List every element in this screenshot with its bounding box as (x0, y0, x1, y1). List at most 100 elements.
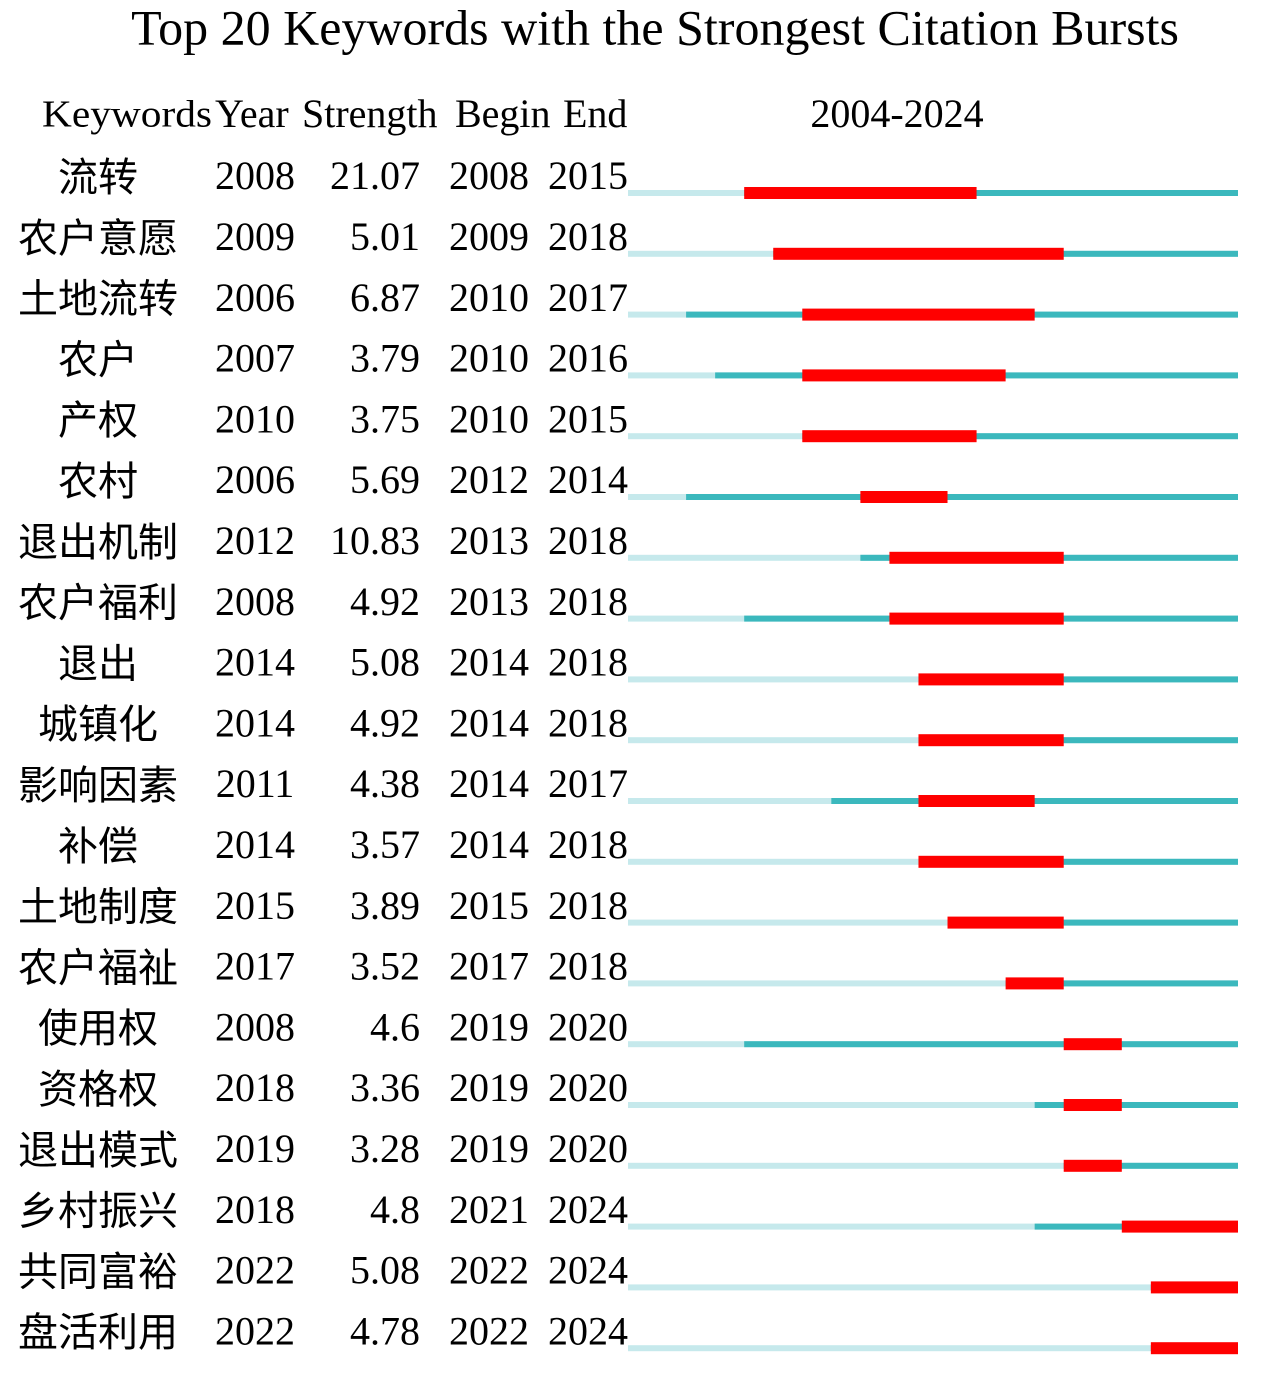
keyword: 退出机制 (18, 520, 178, 566)
keyword: 资格权 (38, 1067, 158, 1113)
begin: 2008 (449, 153, 529, 198)
year: 2006 (215, 275, 295, 320)
strength: 3.89 (350, 883, 420, 928)
strength: 21.07 (330, 153, 420, 198)
strength: 3.28 (350, 1126, 420, 1171)
burst-bar (918, 855, 1064, 868)
burst-bar (1150, 1342, 1238, 1355)
burst-bar (918, 673, 1064, 686)
year: 2022 (215, 1308, 295, 1353)
year: 2006 (215, 457, 295, 502)
end: 2018 (548, 883, 628, 928)
begin: 2019 (449, 1126, 529, 1171)
strength: 3.36 (350, 1065, 420, 1110)
timeline-active (802, 433, 1238, 440)
keyword: 影响因素 (18, 763, 178, 809)
burst-bar (802, 308, 1035, 321)
keyword: 土地流转 (18, 277, 178, 323)
strength: 4.38 (350, 761, 420, 806)
keyword: 城镇化 (38, 702, 158, 748)
column-header: Year (215, 91, 289, 136)
timeline-active (918, 737, 1238, 744)
year: 2008 (215, 1004, 295, 1049)
timeline-before (628, 1162, 1238, 1169)
strength: 3.52 (350, 944, 420, 989)
range-label: 2004-2024 (810, 91, 983, 136)
year: 2012 (215, 518, 295, 563)
begin: 2021 (449, 1187, 529, 1232)
end: 2024 (548, 1187, 628, 1232)
end: 2017 (548, 761, 628, 806)
burst-bar (802, 430, 977, 443)
strength: 4.8 (370, 1187, 420, 1232)
year: 2022 (215, 1248, 295, 1293)
end: 2018 (548, 822, 628, 867)
year: 2011 (216, 761, 295, 806)
end: 2015 (548, 153, 628, 198)
end: 2016 (548, 336, 628, 381)
burst-bar (1150, 1281, 1238, 1294)
end: 2018 (548, 214, 628, 259)
begin: 2014 (449, 640, 529, 685)
end: 2014 (548, 457, 628, 502)
begin: 2010 (449, 396, 529, 441)
begin: 2010 (449, 336, 529, 381)
end: 2018 (548, 640, 628, 685)
timeline-before (628, 919, 1238, 926)
burst-bar (1005, 977, 1064, 990)
burst-bar (1063, 1159, 1122, 1172)
year: 2019 (215, 1126, 295, 1171)
timeline-active (686, 494, 1238, 500)
timeline-before (628, 1345, 1238, 1352)
year: 2017 (215, 944, 295, 989)
strength: 4.78 (350, 1308, 420, 1353)
strength: 3.79 (350, 336, 420, 381)
timeline-active (1034, 1102, 1238, 1108)
keyword: 乡村振兴 (18, 1189, 178, 1235)
timeline-active (744, 1041, 1238, 1048)
year: 2014 (215, 640, 295, 685)
begin: 2010 (449, 275, 529, 320)
timeline-active (1063, 1162, 1238, 1169)
year: 2018 (215, 1065, 295, 1110)
column-header: Strength (302, 91, 438, 136)
keyword: 土地制度 (18, 885, 178, 931)
end: 2015 (548, 396, 628, 441)
end: 2018 (548, 579, 628, 624)
keyword: 盘活利用 (18, 1310, 178, 1356)
keyword: 补偿 (58, 824, 138, 870)
strength: 3.57 (350, 822, 420, 867)
burst-bar (918, 734, 1064, 747)
year: 2008 (215, 153, 295, 198)
burst-bar (947, 916, 1064, 929)
keyword: 农户 (58, 337, 138, 383)
keyword: 农户福利 (18, 581, 178, 627)
begin: 2022 (449, 1308, 529, 1353)
strength: 10.83 (330, 518, 420, 563)
begin: 2013 (449, 518, 529, 563)
timeline-active (1005, 980, 1238, 987)
burst-bar (889, 612, 1064, 625)
column-header: End (563, 91, 627, 136)
column-header: Keywords (42, 94, 212, 136)
strength: 5.69 (350, 457, 420, 502)
burst-bar (1063, 1099, 1122, 1111)
year: 2018 (215, 1187, 295, 1232)
burst-bar (918, 795, 1035, 807)
begin: 2014 (449, 822, 529, 867)
burst-bar (889, 551, 1064, 564)
end: 2017 (548, 275, 628, 320)
begin: 2019 (449, 1065, 529, 1110)
strength: 5.01 (350, 214, 420, 259)
begin: 2017 (449, 944, 529, 989)
begin: 2013 (449, 579, 529, 624)
begin: 2014 (449, 700, 529, 745)
timeline-active (744, 190, 1238, 196)
year: 2014 (215, 822, 295, 867)
end: 2020 (548, 1065, 628, 1110)
strength: 5.08 (350, 1248, 420, 1293)
begin: 2012 (449, 457, 529, 502)
end: 2018 (548, 518, 628, 563)
keyword: 流转 (58, 155, 138, 201)
end: 2024 (548, 1248, 628, 1293)
